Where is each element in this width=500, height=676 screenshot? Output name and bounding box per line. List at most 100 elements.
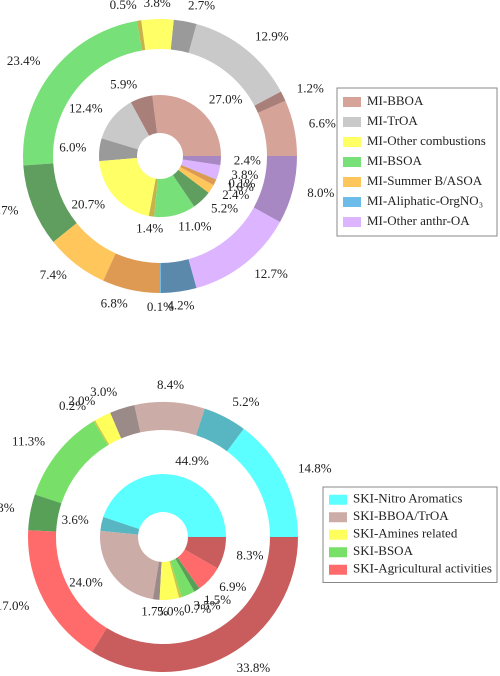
donut-segment xyxy=(180,164,217,186)
value-label: 1.6% xyxy=(227,179,254,194)
donut-segment xyxy=(253,156,297,223)
legend-swatch xyxy=(329,547,347,558)
donut-segment xyxy=(181,164,217,180)
legend-label: MI-Other anthr-OA xyxy=(367,213,470,228)
donut-segment xyxy=(170,558,195,598)
donut-segment xyxy=(103,474,226,537)
legend-label: MI-Aliphatic-OrgNO₃ xyxy=(367,193,483,208)
legend-label: MI-BBOA xyxy=(367,93,424,108)
value-label: 24.0% xyxy=(69,574,103,589)
donut-segment xyxy=(169,560,182,598)
value-label: 9.7% xyxy=(0,202,19,217)
value-label: 8.0% xyxy=(307,185,334,200)
value-label: 12.9% xyxy=(255,28,289,43)
donut-segment xyxy=(28,530,107,652)
value-label: 1.2% xyxy=(297,81,324,96)
donut-segment xyxy=(152,95,221,156)
value-label: 2.0% xyxy=(68,393,95,408)
donut-segment xyxy=(100,530,159,600)
donut-segment xyxy=(101,102,150,150)
value-label: 12.4% xyxy=(69,100,103,115)
legend-label: MI-BSOA xyxy=(367,153,423,168)
value-label: 11.3% xyxy=(12,434,45,449)
value-label: 0.1% xyxy=(147,299,174,314)
donut-segment xyxy=(170,19,197,53)
donut-segment xyxy=(257,100,297,156)
donut-segment xyxy=(34,421,108,504)
donut-segment xyxy=(226,428,298,537)
value-label: 5.2% xyxy=(232,394,259,409)
legend-swatch xyxy=(343,117,361,127)
legend-swatch xyxy=(343,157,361,167)
value-label: 7.4% xyxy=(40,267,67,282)
value-label: 2.4% xyxy=(222,187,249,202)
value-label: 5.0% xyxy=(157,604,184,619)
value-label: 6.8% xyxy=(101,296,128,311)
value-label: 4.3% xyxy=(0,500,15,515)
value-label: 5.9% xyxy=(110,77,137,92)
value-label: 0.5% xyxy=(110,0,137,12)
donut-segment xyxy=(22,20,142,166)
legend-swatch xyxy=(329,494,347,505)
legend-label: MI-Summer B/ASOA xyxy=(367,173,483,188)
donut-segment xyxy=(134,402,205,436)
donut-segment xyxy=(53,223,116,281)
donut-segment xyxy=(254,91,286,113)
value-label: 1.4% xyxy=(136,220,163,235)
value-label: 33.8% xyxy=(237,660,271,675)
legend-label: SKI-Agricultural activities xyxy=(353,561,492,576)
legend-swatch xyxy=(343,177,361,187)
value-label: 44.9% xyxy=(175,453,209,468)
value-label: 3.8% xyxy=(144,0,171,10)
legend-label: MI-Other combustions xyxy=(367,133,486,148)
donut-segment xyxy=(100,516,140,535)
donut-segment xyxy=(154,175,195,217)
legend-label: MI-TrOA xyxy=(367,113,418,128)
value-label: 4.2% xyxy=(167,298,194,313)
value-label: 27.0% xyxy=(209,91,243,106)
donut-segment xyxy=(196,408,244,452)
donut-segment xyxy=(160,259,197,293)
legend-swatch xyxy=(329,529,347,540)
donut-segment xyxy=(188,23,281,106)
value-label: 3.8% xyxy=(231,167,258,182)
donut-segment xyxy=(92,537,298,672)
value-label: 6.0% xyxy=(59,139,86,154)
value-label: 14.8% xyxy=(298,460,332,475)
legend-swatch xyxy=(329,512,347,523)
value-label: 2.7% xyxy=(188,0,215,13)
donut-segment xyxy=(182,156,221,166)
value-label: 0.1% xyxy=(228,175,255,190)
value-label: 2.4% xyxy=(234,153,261,168)
value-label: 1.5% xyxy=(204,592,231,607)
value-label: 5.2% xyxy=(211,201,238,216)
legend-label: SKI-BBOA/TrOA xyxy=(353,508,449,523)
value-label: 3.5% xyxy=(193,598,220,613)
donut-segment xyxy=(177,549,218,589)
donut-segment xyxy=(159,561,180,600)
donut-segment xyxy=(141,18,174,51)
donut-segment xyxy=(23,163,77,242)
donut-segment xyxy=(152,561,162,600)
value-label: 20.7% xyxy=(72,197,106,212)
legend-box xyxy=(322,486,498,583)
donut-segment xyxy=(110,405,141,439)
value-label: 8.3% xyxy=(236,548,263,563)
donut-segment xyxy=(160,262,161,293)
donut-segment xyxy=(130,95,158,136)
legend-swatch xyxy=(343,217,361,227)
value-label: 0.2% xyxy=(59,398,86,413)
value-label: 8.4% xyxy=(157,377,184,392)
legend-swatch xyxy=(343,197,361,207)
value-label: 3.6% xyxy=(62,512,89,527)
legend-label: SKI-Nitro Aromatics xyxy=(353,491,462,506)
donut-segment xyxy=(175,557,200,592)
donut-segment xyxy=(148,178,158,217)
donut-segment xyxy=(103,253,160,293)
value-label: 3.0% xyxy=(90,384,117,399)
donut-segment xyxy=(98,138,138,162)
donut-segment xyxy=(136,20,146,51)
value-label: 17.0% xyxy=(0,598,29,613)
legend-label: SKI-Amines related xyxy=(353,526,458,541)
